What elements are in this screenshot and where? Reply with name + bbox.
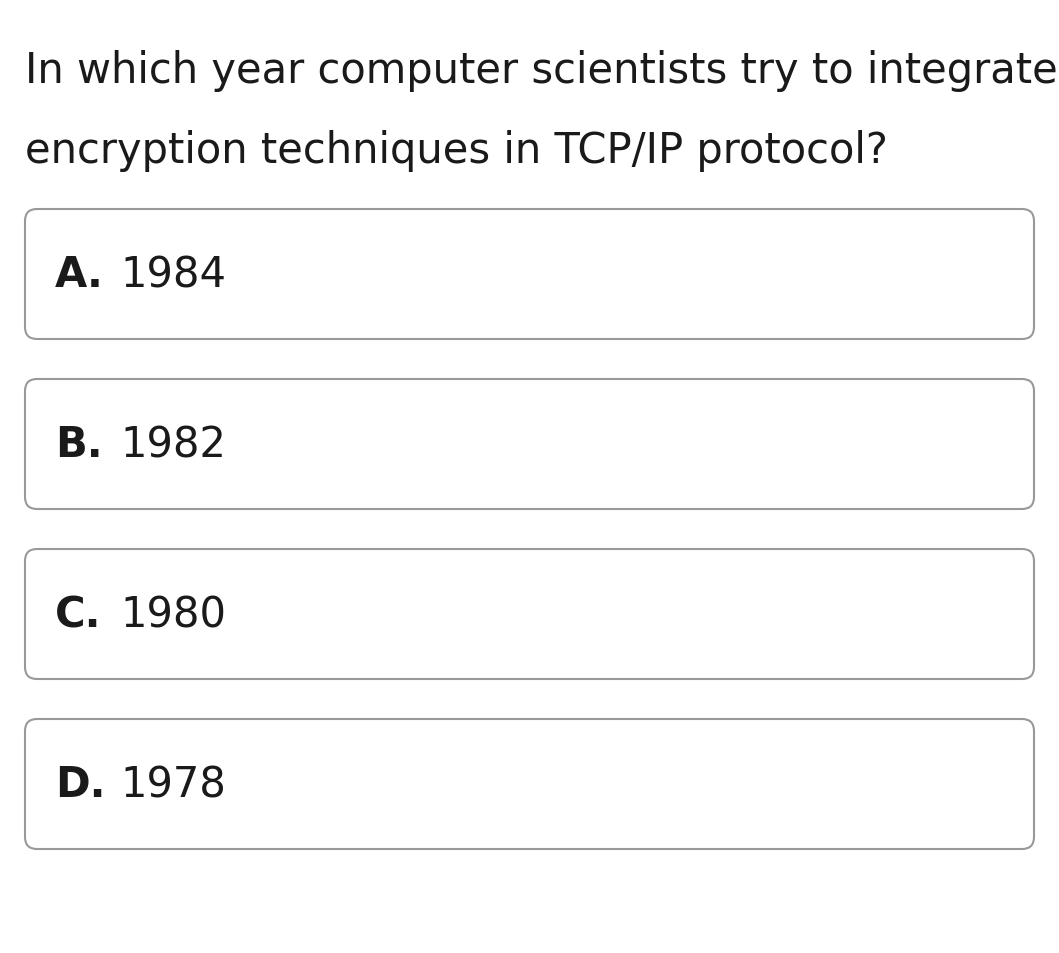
FancyBboxPatch shape	[25, 720, 1034, 849]
Text: In which year computer scientists try to integrate: In which year computer scientists try to…	[25, 50, 1058, 91]
FancyBboxPatch shape	[25, 379, 1034, 510]
Text: 1978: 1978	[120, 763, 226, 805]
Text: 1984: 1984	[120, 253, 226, 295]
Text: encryption techniques in TCP/IP protocol?: encryption techniques in TCP/IP protocol…	[25, 130, 887, 172]
Text: C.: C.	[55, 594, 102, 636]
Text: 1982: 1982	[120, 423, 226, 465]
FancyBboxPatch shape	[25, 550, 1034, 679]
FancyBboxPatch shape	[25, 210, 1034, 339]
Text: A.: A.	[55, 253, 104, 295]
Text: 1980: 1980	[120, 594, 226, 636]
Text: B.: B.	[55, 423, 103, 465]
Text: D.: D.	[55, 763, 106, 805]
